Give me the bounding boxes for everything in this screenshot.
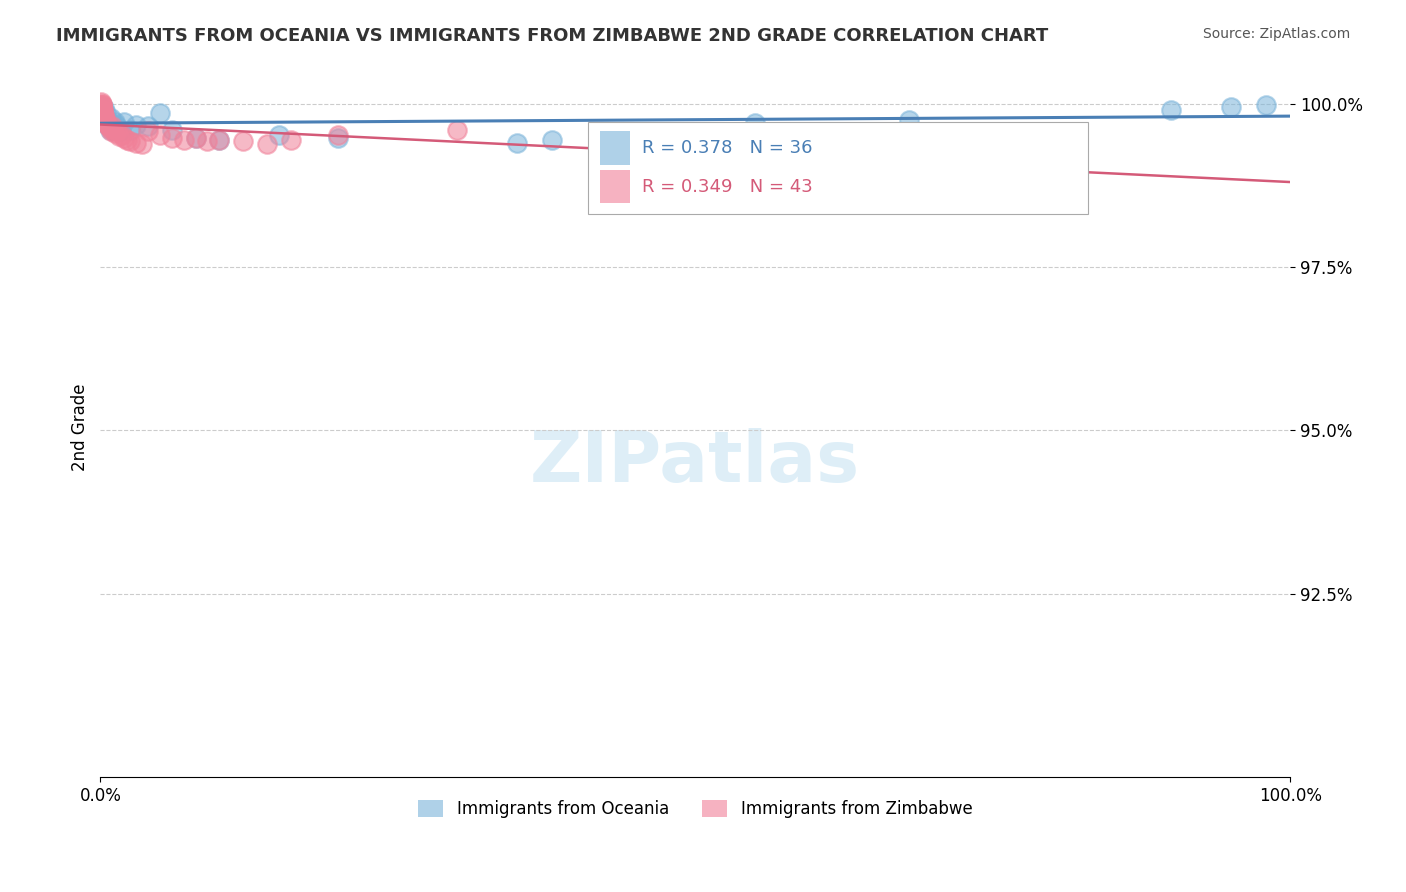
Point bbox=[131, 137, 153, 152]
Point bbox=[280, 132, 302, 146]
Point bbox=[184, 130, 207, 145]
Point bbox=[120, 135, 142, 149]
Point bbox=[108, 129, 131, 144]
FancyBboxPatch shape bbox=[600, 169, 630, 203]
FancyBboxPatch shape bbox=[588, 121, 1088, 214]
Point bbox=[91, 112, 114, 127]
FancyBboxPatch shape bbox=[600, 131, 630, 165]
Point bbox=[93, 110, 115, 124]
Point bbox=[105, 124, 128, 138]
Point bbox=[136, 120, 159, 134]
Point bbox=[898, 112, 921, 127]
Point bbox=[107, 121, 129, 136]
Point bbox=[98, 121, 121, 136]
Point bbox=[120, 122, 142, 136]
Point bbox=[91, 100, 114, 114]
Point bbox=[94, 115, 117, 129]
Point bbox=[90, 96, 112, 111]
Point bbox=[160, 130, 183, 145]
Point bbox=[97, 120, 120, 134]
Text: R = 0.378   N = 36: R = 0.378 N = 36 bbox=[641, 139, 813, 157]
Point bbox=[97, 115, 120, 129]
Point bbox=[149, 106, 172, 120]
Legend: Immigrants from Oceania, Immigrants from Zimbabwe: Immigrants from Oceania, Immigrants from… bbox=[412, 793, 979, 824]
Point bbox=[125, 136, 148, 150]
Point bbox=[104, 115, 127, 129]
Text: Source: ZipAtlas.com: Source: ZipAtlas.com bbox=[1202, 27, 1350, 41]
Point bbox=[683, 132, 706, 146]
Point bbox=[90, 95, 112, 110]
Text: IMMIGRANTS FROM OCEANIA VS IMMIGRANTS FROM ZIMBABWE 2ND GRADE CORRELATION CHART: IMMIGRANTS FROM OCEANIA VS IMMIGRANTS FR… bbox=[56, 27, 1049, 45]
Point bbox=[111, 128, 134, 142]
Point bbox=[93, 108, 115, 122]
Point bbox=[232, 135, 254, 149]
Point bbox=[267, 128, 290, 142]
Point bbox=[104, 118, 127, 132]
Point bbox=[93, 111, 115, 125]
Point bbox=[100, 124, 122, 138]
Point bbox=[446, 122, 468, 136]
Point bbox=[91, 106, 114, 120]
Point bbox=[90, 98, 112, 112]
Point bbox=[96, 112, 118, 127]
Point bbox=[112, 115, 135, 129]
Point bbox=[1219, 100, 1241, 114]
Point bbox=[91, 103, 114, 117]
Point bbox=[91, 104, 114, 119]
Point bbox=[100, 111, 122, 125]
Y-axis label: 2nd Grade: 2nd Grade bbox=[72, 384, 89, 471]
Text: R = 0.349   N = 43: R = 0.349 N = 43 bbox=[641, 178, 813, 195]
Point bbox=[94, 116, 117, 130]
Point bbox=[328, 130, 350, 145]
Point bbox=[112, 130, 135, 145]
Point bbox=[328, 128, 350, 142]
Point bbox=[101, 120, 124, 134]
Point bbox=[96, 106, 118, 120]
Point bbox=[110, 124, 132, 138]
Point bbox=[91, 103, 114, 117]
Point bbox=[96, 116, 118, 130]
Point bbox=[91, 102, 114, 116]
Point bbox=[197, 135, 219, 149]
Point bbox=[91, 106, 114, 120]
Point bbox=[208, 132, 231, 146]
Point bbox=[93, 101, 115, 115]
Point bbox=[506, 136, 529, 150]
Point bbox=[90, 100, 112, 114]
Text: ZIPatlas: ZIPatlas bbox=[530, 427, 860, 497]
Point bbox=[94, 112, 117, 127]
Point bbox=[103, 122, 125, 136]
Point bbox=[1256, 98, 1278, 112]
Point bbox=[256, 137, 278, 152]
Point bbox=[125, 118, 148, 132]
Point bbox=[1160, 103, 1182, 117]
Point bbox=[93, 110, 115, 124]
Point bbox=[91, 98, 114, 112]
Point bbox=[115, 132, 138, 146]
Point bbox=[184, 130, 207, 145]
Point bbox=[160, 122, 183, 136]
Point bbox=[173, 132, 195, 146]
Point bbox=[101, 120, 124, 134]
Point bbox=[104, 126, 127, 140]
Point bbox=[91, 102, 114, 116]
Point bbox=[208, 132, 231, 146]
Point bbox=[91, 104, 114, 119]
Point bbox=[136, 124, 159, 138]
Point bbox=[744, 116, 766, 130]
Point bbox=[98, 122, 121, 136]
Point bbox=[541, 132, 564, 146]
Point bbox=[149, 128, 172, 142]
Point bbox=[96, 118, 118, 132]
